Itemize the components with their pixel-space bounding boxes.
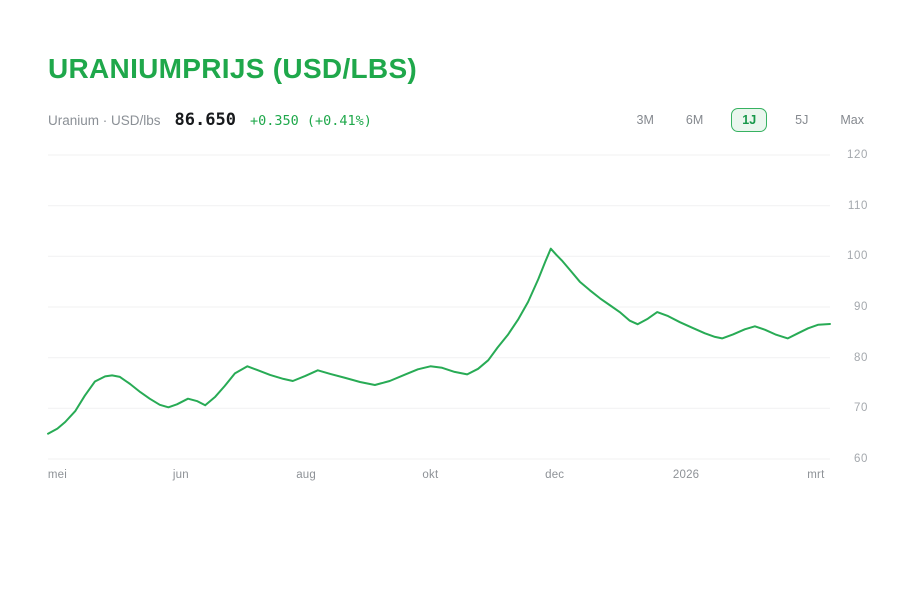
y-axis-label: 80 xyxy=(854,351,868,364)
y-axis: 120 110 100 90 80 70 60 xyxy=(830,149,924,489)
chart-area: mei jun aug okt dec 2026 mrt 120 110 100 90 80 70 60 xyxy=(47,149,924,489)
price-change: +0.350 (+0.41%) xyxy=(249,113,372,129)
last-price: 86.650 xyxy=(174,110,236,130)
price-chart[interactable]: mei jun aug okt dec 2026 mrt xyxy=(47,154,831,489)
range-button-max[interactable]: Max xyxy=(836,108,868,132)
price-line xyxy=(47,247,831,435)
range-button-1j[interactable]: 1J xyxy=(731,108,768,132)
x-axis-label: mrt xyxy=(807,469,825,481)
y-axis-label: 90 xyxy=(854,301,868,313)
y-axis-label: 100 xyxy=(847,250,868,263)
x-axis-label: dec xyxy=(545,469,565,481)
y-axis-label: 70 xyxy=(854,402,868,415)
price-chart-svg[interactable] xyxy=(47,154,831,460)
x-axis-label: jun xyxy=(172,469,189,481)
x-axis: mei jun aug okt dec 2026 mrt xyxy=(48,459,830,489)
y-axis-label: 120 xyxy=(847,149,868,161)
range-button-6m[interactable]: 6M xyxy=(682,108,707,132)
quote-summary: Uranium · USD/lbs 86.650 +0.350 (+0.41%) xyxy=(48,110,372,130)
y-axis-label: 110 xyxy=(847,199,868,212)
range-button-3m[interactable]: 3M xyxy=(633,108,658,132)
range-selector: 3M 6M 1J 5J Max xyxy=(633,108,868,132)
x-axis-label: mei xyxy=(47,469,67,481)
x-axis-label: 2026 xyxy=(672,469,700,481)
page: URANIUMPRIJS (USD/LBS) Uranium · USD/lbs… xyxy=(0,53,924,593)
instrument-name: Uranium · USD/lbs xyxy=(48,113,161,128)
page-title: URANIUMPRIJS (USD/LBS) xyxy=(48,53,418,84)
quote-toolbar: Uranium · USD/lbs 86.650 +0.350 (+0.41%)… xyxy=(48,105,868,135)
x-axis-label: aug xyxy=(296,469,316,481)
range-button-5j[interactable]: 5J xyxy=(791,108,812,132)
x-axis-label: okt xyxy=(422,469,439,481)
y-axis-label: 60 xyxy=(854,453,868,465)
